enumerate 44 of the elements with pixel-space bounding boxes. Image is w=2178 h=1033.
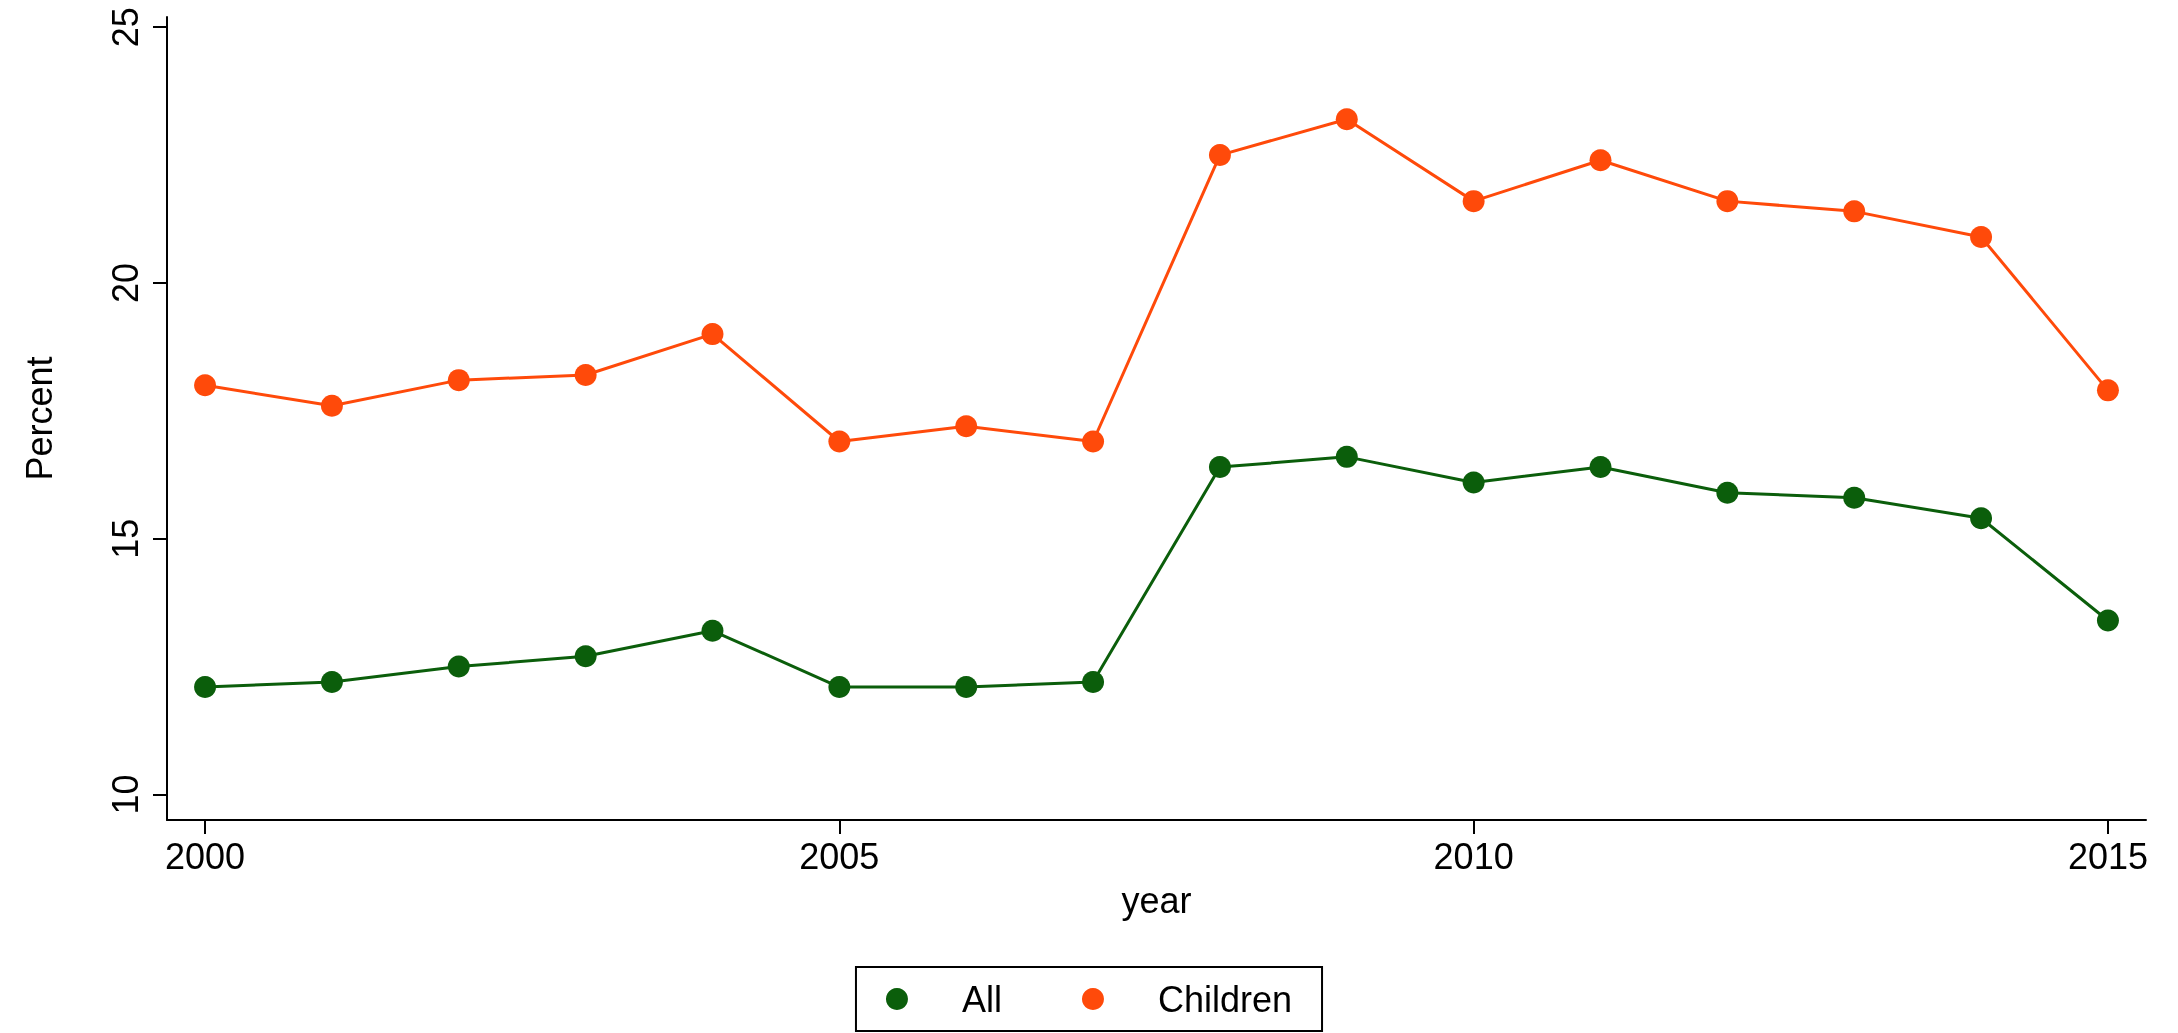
x-axis-title: year [1121,879,1192,921]
point [194,374,217,397]
point [701,619,724,642]
point [1970,225,1993,248]
y-tick-label: 15 [104,518,146,559]
point [1589,456,1612,479]
point [574,645,597,668]
point [194,676,217,699]
y-tick-label: 25 [104,7,146,48]
point [1082,670,1105,693]
point [574,364,597,387]
y-tick-label: 20 [104,262,146,303]
point [955,415,978,438]
point [1208,456,1231,479]
point [1843,486,1866,509]
point [955,676,978,699]
point [320,670,343,693]
point [1716,481,1739,504]
x-tick-label: 2010 [1433,835,1514,877]
legend-label: All [961,978,1002,1020]
point [2096,379,2119,402]
point [2096,609,2119,632]
point [1589,149,1612,172]
legend-label: Children [1157,978,1293,1020]
point [447,655,470,678]
point [701,323,724,346]
y-tick-label: 10 [104,774,146,815]
y-axis-title: Percent [18,356,60,481]
point [828,430,851,453]
x-tick-label: 2000 [165,835,246,877]
point [1716,190,1739,213]
point [828,676,851,699]
point [447,369,470,392]
point [1462,471,1485,494]
point [1462,190,1485,213]
x-tick-label: 2015 [2067,835,2148,877]
point [1335,108,1358,131]
point [1970,507,1993,530]
point [1082,430,1105,453]
point [1843,200,1866,223]
point [320,394,343,417]
x-tick-label: 2005 [799,835,880,877]
point [1335,445,1358,468]
point [1208,144,1231,167]
